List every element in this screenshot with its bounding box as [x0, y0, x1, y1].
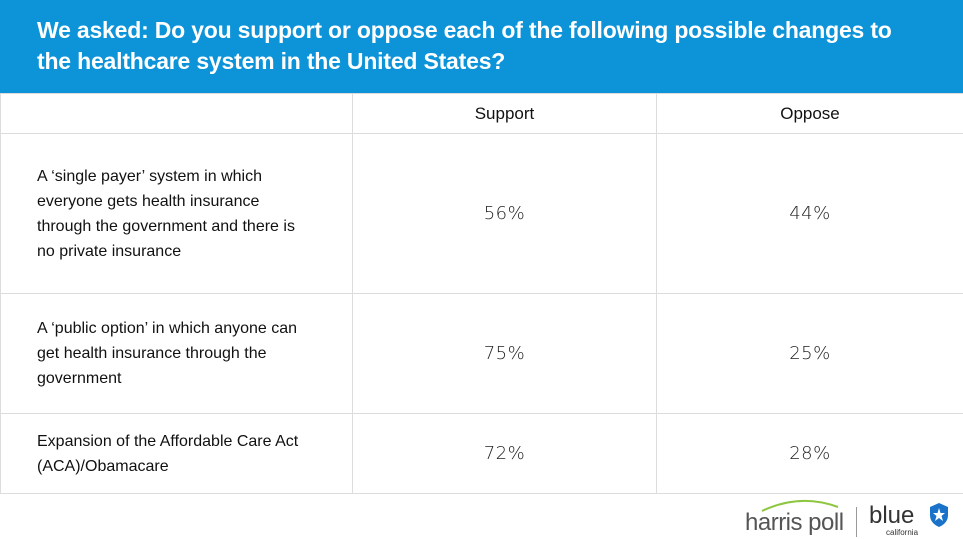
oppose-value-public-option: 25% [656, 293, 963, 414]
table-row: A ‘single payer’ system in which everyon… [0, 133, 963, 294]
row-label-line: everyone gets health insurance [37, 192, 260, 210]
logo-divider [856, 507, 857, 537]
row-label-public-option: A ‘public option’ in which anyone can ge… [0, 293, 353, 414]
table-row: A ‘public option’ in which anyone can ge… [0, 293, 963, 414]
row-label-line: (ACA)/Obamacare [37, 457, 169, 475]
blue-shield-icon [930, 503, 948, 527]
footer: harris poll blue california [0, 493, 963, 539]
support-value-aca-expansion: 72% [352, 413, 657, 494]
support-value-single-payer: 56% [352, 133, 657, 294]
harris-swoosh-icon [761, 499, 839, 512]
table-row: Expansion of the Affordable Care Act (AC… [0, 413, 963, 494]
row-label-line: get health insurance through the [37, 345, 267, 362]
blue-shield-logo-text: blue [869, 502, 915, 529]
oppose-value-single-payer: 44% [656, 133, 963, 294]
blue-shield-logo-subtext: california [886, 528, 919, 537]
row-label-single-payer: A ‘single payer’ system in which everyon… [0, 133, 353, 294]
header-banner: We asked: Do you support or oppose each … [0, 0, 963, 93]
row-label-aca-expansion: Expansion of the Affordable Care Act (AC… [0, 413, 353, 494]
column-header-support: Support [352, 93, 657, 134]
row-label-line: A ‘single payer’ system in which [37, 167, 262, 185]
row-label-line: through the government and there is [37, 217, 295, 235]
oppose-value-aca-expansion: 28% [656, 413, 963, 494]
column-header-empty [0, 93, 353, 134]
harris-poll-logo: harris poll [745, 509, 844, 536]
row-label-line: no private insurance [37, 242, 182, 260]
table-header-row: Support Oppose [0, 93, 963, 134]
column-header-oppose: Oppose [656, 93, 963, 134]
row-label-line: Expansion of the Affordable Care Act [37, 432, 299, 450]
row-label-line: A ‘public option’ in which anyone can [37, 320, 298, 337]
support-value-public-option: 75% [352, 293, 657, 414]
row-label-line: government [37, 370, 122, 387]
survey-table: Support Oppose A ‘single payer’ system i… [0, 93, 963, 494]
page-title: We asked: Do you support or oppose each … [37, 17, 892, 74]
